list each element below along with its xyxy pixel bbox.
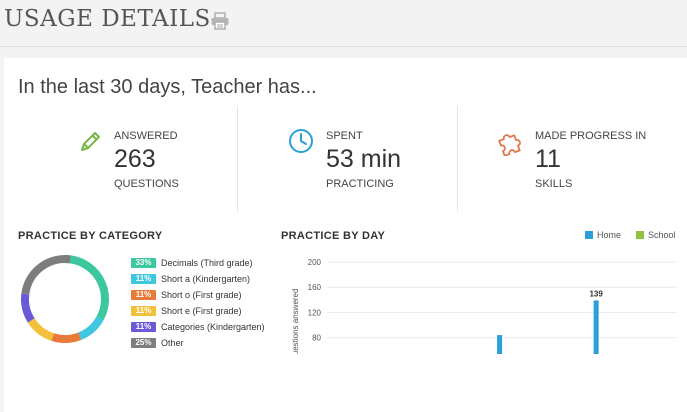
stat-spent-top-label: SPENT xyxy=(326,130,363,142)
category-label: Categories (Kindergarten) xyxy=(161,322,265,332)
legend-home[interactable]: Home xyxy=(585,230,621,240)
category-legend-item: 11% Categories (Kindergarten) xyxy=(131,322,281,333)
pencil-icon xyxy=(81,132,100,151)
usage-card: In the last 30 days, Teacher has... ANSW… xyxy=(4,58,687,412)
category-label: Short a (Kindergarten) xyxy=(161,274,251,284)
practice-by-day-chart: 04080120160200Questions answeredAug 2931… xyxy=(291,258,677,354)
donut-slice[interactable] xyxy=(78,316,104,340)
stat-spent-value: 53 min xyxy=(326,145,402,173)
day-bar[interactable] xyxy=(593,300,599,354)
category-legend-item: 11% Short a (Kindergarten) xyxy=(131,274,281,285)
y-tick-label: 120 xyxy=(308,308,322,317)
stat-progress-top-label: MADE PROGRESS IN xyxy=(535,130,647,142)
stat-divider xyxy=(237,106,238,212)
legend-school-label: School xyxy=(648,230,676,240)
category-label: Other xyxy=(161,338,184,348)
puzzle-icon xyxy=(498,134,521,156)
category-donut-chart xyxy=(21,255,109,343)
stat-progress-value: 11 xyxy=(535,145,561,173)
stat-answered-value: 263 xyxy=(114,145,156,173)
category-label: Short o (First grade) xyxy=(161,290,242,300)
category-legend: 33% Decimals (Third grade) 11% Short a (Kin… xyxy=(131,258,281,354)
stat-answered-bottom-label: QUESTIONS xyxy=(114,178,179,190)
legend-home-label: Home xyxy=(597,230,622,240)
stat-divider xyxy=(457,106,458,212)
donut-slice[interactable] xyxy=(51,332,82,343)
stat-spent-bottom-label: PRACTICING xyxy=(326,178,394,190)
legend-school[interactable]: School xyxy=(636,230,676,240)
clock-icon xyxy=(289,129,313,153)
stat-progress-bottom-label: SKILLS xyxy=(535,178,573,190)
category-label: Short e (First grade) xyxy=(161,306,242,316)
category-percent-badge: 11% xyxy=(131,290,156,300)
donut-slice[interactable] xyxy=(27,318,55,341)
category-legend-item: 11% Short o (First grade) xyxy=(131,290,281,301)
y-tick-label: 80 xyxy=(312,334,321,343)
category-label: Decimals (Third grade) xyxy=(161,258,253,268)
bar-data-label: 139 xyxy=(589,289,603,298)
day-title: PRACTICE BY DAY xyxy=(281,230,386,242)
day-bar[interactable] xyxy=(497,335,503,354)
category-legend-item: 11% Short e (First grade) xyxy=(131,306,281,317)
legend-home-swatch xyxy=(585,231,593,239)
category-title: PRACTICE BY CATEGORY xyxy=(18,230,163,242)
y-tick-label: 160 xyxy=(308,283,322,292)
donut-slice[interactable] xyxy=(21,255,71,295)
category-percent-badge: 33% xyxy=(131,258,156,268)
page-title: USAGE DETAILS xyxy=(4,6,211,32)
summary-intro: In the last 30 days, Teacher has... xyxy=(18,76,317,98)
category-legend-item: 25% Other xyxy=(131,338,281,349)
y-tick-label: 200 xyxy=(308,258,322,267)
category-percent-badge: 11% xyxy=(131,306,156,316)
legend-school-swatch xyxy=(636,231,644,239)
stat-answered-top-label: ANSWERED xyxy=(114,130,178,142)
category-percent-badge: 11% xyxy=(131,274,156,284)
y-axis-label: Questions answered xyxy=(291,289,300,354)
category-percent-badge: 25% xyxy=(131,338,156,348)
donut-slice[interactable] xyxy=(64,255,109,321)
category-legend-item: 33% Decimals (Third grade) xyxy=(131,258,281,269)
print-icon[interactable] xyxy=(210,12,230,30)
page-header: USAGE DETAILS xyxy=(0,0,687,47)
donut-slice[interactable] xyxy=(21,293,35,323)
category-percent-badge: 11% xyxy=(131,322,156,332)
